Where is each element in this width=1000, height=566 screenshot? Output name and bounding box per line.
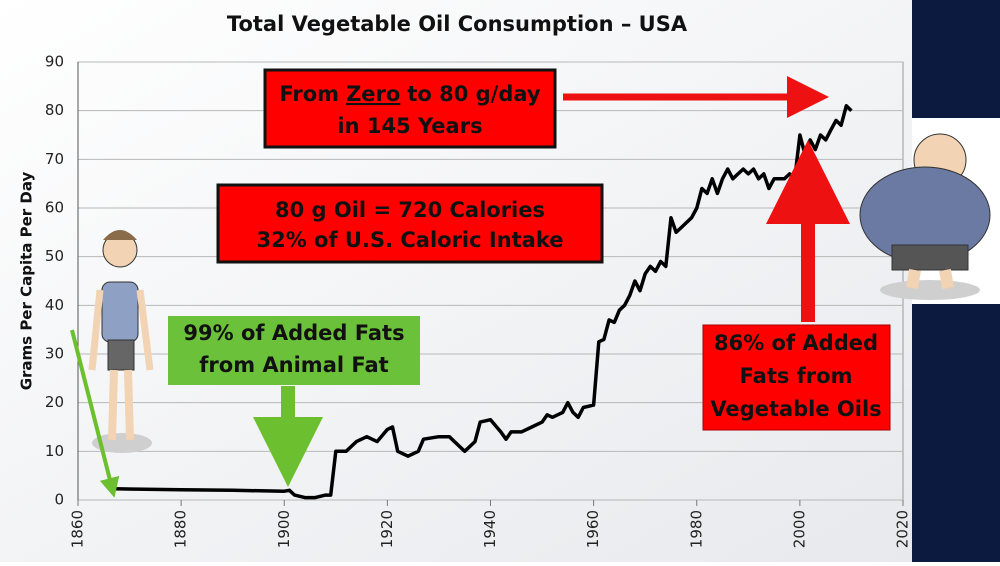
annotation-text: from Animal Fat: [199, 353, 388, 377]
annotation-text: in 145 Years: [337, 114, 482, 138]
annotation-text: Zero: [346, 82, 400, 106]
annotation-text: Fats from: [740, 364, 853, 388]
y-tick-label: 60: [45, 199, 64, 217]
y-tick-label: 20: [45, 393, 64, 411]
y-tick-label: 30: [45, 345, 64, 363]
annotation-line: From Zero to 80 g/day: [279, 82, 541, 106]
y-tick-label: 70: [45, 150, 64, 168]
x-tick-label: 1920: [378, 510, 396, 548]
x-tick-label: 1880: [172, 510, 190, 548]
thin-man: [88, 230, 154, 453]
annotation-text: 80 g Oil = 720 Calories: [275, 198, 545, 222]
y-tick-label: 40: [45, 296, 64, 314]
y-tick-label: 80: [45, 101, 64, 119]
x-tick-label: 1900: [275, 510, 293, 548]
x-tick-label: 1960: [584, 510, 602, 548]
y-tick-label: 10: [45, 442, 64, 460]
green-arrow: [70, 329, 120, 498]
annotation-text: to 80 g/day: [407, 82, 541, 106]
x-tick-label: 2020: [894, 510, 912, 548]
y-axis-label: Grams Per Capita Per Day: [18, 171, 36, 390]
annotation: 86% of Added Fats from Vegetable Oils: [702, 324, 891, 431]
x-tick-label: 1980: [687, 510, 705, 548]
annotation-text: From: [279, 82, 339, 106]
annotation-text: 99% of Added Fats: [183, 321, 404, 345]
annotation: 80 g Oil = 720 Calories 32% of U.S. Calo…: [216, 183, 604, 264]
annotation: 99% of Added Fats from Animal Fat: [168, 316, 420, 385]
y-tick-label: 90: [45, 53, 64, 71]
y-tick-label: 0: [54, 491, 64, 509]
y-tick-label: 50: [45, 247, 64, 265]
annotation-text: 86% of Added: [714, 331, 878, 355]
chart-title: Total Vegetable Oil Consumption – USA: [227, 12, 688, 36]
annotation: From Zero to 80 g/day in 145 Years: [263, 68, 557, 149]
annotation-text: 32% of U.S. Caloric Intake: [256, 228, 563, 252]
x-tick-label: 2000: [790, 510, 808, 548]
x-tick-label: 1860: [69, 510, 87, 548]
annotation-text: Vegetable Oils: [710, 397, 881, 421]
x-tick-label: 1940: [481, 510, 499, 548]
fat-man: [859, 133, 991, 300]
